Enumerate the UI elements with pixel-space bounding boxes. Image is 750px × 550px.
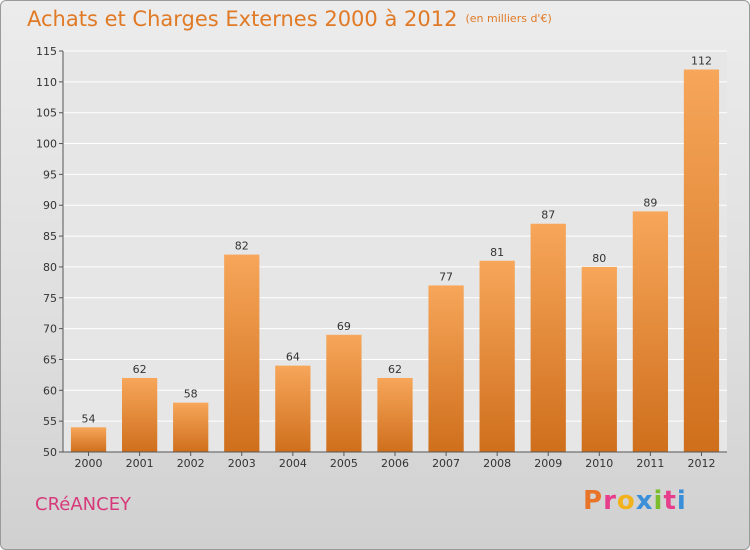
proxiti-logo: Proxiti: [583, 486, 687, 516]
y-tick-label: 85: [43, 230, 57, 243]
data-label: 64: [286, 351, 300, 364]
y-tick-label: 55: [43, 415, 57, 428]
x-tick-label: 2007: [432, 457, 460, 470]
title-text: Achats et Charges Externes 2000 à 2012: [27, 7, 458, 31]
logo-letter: x: [635, 486, 654, 516]
x-tick-label: 2004: [279, 457, 307, 470]
y-tick-label: 65: [43, 353, 57, 366]
chart-subtitle: (en milliers d'€): [465, 12, 552, 25]
bar: [173, 402, 209, 452]
logo-letter: P: [583, 486, 604, 516]
x-tick-label: 2008: [483, 457, 511, 470]
x-tick-label: 2011: [636, 457, 664, 470]
bar: [581, 266, 617, 452]
bar: [326, 334, 362, 452]
x-tick-label: 2002: [177, 457, 205, 470]
chart-title: Achats et Charges Externes 2000 à 2012 (e…: [27, 7, 552, 31]
bar: [70, 427, 107, 452]
data-label: 69: [337, 320, 351, 333]
logo-letter: r: [603, 486, 617, 516]
bar: [632, 211, 669, 452]
commune-name: CRéANCEY: [35, 494, 132, 515]
y-tick-label: 60: [43, 384, 57, 397]
data-label: 62: [133, 363, 147, 376]
data-label: 87: [541, 209, 555, 222]
x-tick-label: 2006: [381, 457, 409, 470]
bar: [530, 223, 566, 452]
y-tick-label: 75: [43, 292, 57, 305]
x-tick-label: 2012: [687, 457, 715, 470]
y-tick-label: 100: [36, 138, 57, 151]
logo-letter: t: [663, 486, 677, 516]
logo-letter: i: [653, 486, 664, 516]
y-tick-label: 90: [43, 199, 57, 212]
data-label: 62: [388, 363, 402, 376]
x-tick-label: 2003: [228, 457, 256, 470]
logo-letter: o: [616, 486, 636, 516]
y-tick-label: 95: [43, 168, 57, 181]
y-tick-label: 50: [43, 446, 57, 459]
bar: [121, 377, 158, 452]
data-label: 112: [691, 55, 712, 68]
data-label: 77: [439, 270, 453, 283]
data-label: 81: [490, 246, 504, 259]
y-tick-label: 115: [36, 45, 57, 58]
y-tick-label: 80: [43, 261, 57, 274]
x-tick-label: 2010: [585, 457, 613, 470]
bar: [428, 285, 464, 452]
bar: [683, 69, 720, 452]
x-axis: 2000 2001 2002 2003 2004 2005 2006 2007 2008 2009…: [63, 451, 727, 470]
bar: [377, 377, 413, 452]
y-axis: 50 55 60 65 70 75 80 85 90 95 100 105 110 115: [36, 45, 64, 459]
data-labels: 54 62 58 82 64 69 62 77 81 87 80 89 112: [82, 55, 712, 426]
y-tick-label: 105: [36, 107, 57, 120]
x-tick-label: 2005: [330, 457, 358, 470]
x-tick-label: 2000: [75, 457, 103, 470]
y-tick-label: 70: [43, 323, 57, 336]
bar: [275, 365, 311, 452]
bars-group: [70, 69, 720, 452]
bar: [479, 260, 515, 452]
data-label: 89: [643, 196, 657, 209]
data-label: 58: [184, 388, 198, 401]
data-label: 80: [592, 252, 606, 265]
bar: [224, 254, 260, 452]
y-tick-label: 110: [36, 76, 57, 89]
x-tick-label: 2009: [534, 457, 562, 470]
data-label: 82: [235, 240, 249, 253]
data-label: 54: [82, 412, 96, 425]
logo-letter: i: [676, 486, 687, 516]
x-tick-label: 2001: [126, 457, 154, 470]
